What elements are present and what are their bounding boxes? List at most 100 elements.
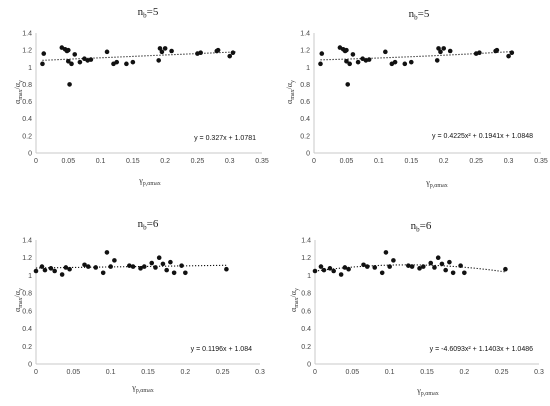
data-point — [366, 57, 372, 62]
y-tick-label: 1 — [28, 65, 32, 72]
data-point — [156, 58, 161, 63]
y-tick-label: 1 — [307, 273, 311, 280]
trendline — [42, 51, 237, 61]
data-point — [72, 52, 78, 57]
data-point — [42, 267, 48, 273]
x-axis-label: γp,αmax — [425, 178, 448, 189]
data-point — [503, 266, 508, 272]
x-tick-label: 0.3 — [504, 158, 514, 165]
data-point — [85, 264, 91, 269]
data-point — [41, 51, 47, 56]
data-point — [168, 259, 173, 265]
x-tick-label: 0 — [34, 158, 38, 165]
data-point — [318, 264, 324, 269]
data-point — [347, 61, 352, 67]
x-tick-label: 0.25 — [495, 369, 509, 376]
data-point — [450, 270, 456, 276]
x-tick-label: 0.2 — [439, 158, 449, 165]
y-tick-label: 0 — [307, 362, 311, 369]
x-tick-label: 0.1 — [374, 158, 384, 165]
data-point — [104, 49, 110, 55]
data-point — [215, 47, 221, 53]
y-tick-label: 0.8 — [301, 291, 311, 298]
panel-title: nb=6 — [411, 220, 432, 234]
y-tick-label: 0.6 — [22, 308, 32, 315]
data-point — [345, 82, 351, 87]
y-tick-label: 1 — [28, 273, 32, 280]
y-tick-label: 0.2 — [301, 344, 311, 351]
data-point — [443, 267, 448, 273]
x-tick-label: 0.2 — [459, 369, 469, 376]
data-point — [40, 61, 45, 67]
data-point — [48, 266, 54, 271]
data-point — [157, 46, 163, 51]
data-point — [477, 50, 482, 56]
y-tick-label: 1.2 — [300, 48, 310, 55]
data-point — [372, 265, 378, 270]
data-point — [65, 47, 71, 53]
x-tick-label: 0.05 — [67, 369, 81, 376]
trendline-equation: y = 0.1196x + 1.084 — [191, 346, 252, 353]
data-point — [432, 265, 437, 270]
data-point — [224, 266, 229, 272]
data-point — [436, 46, 441, 51]
x-tick-label: 0.1 — [385, 369, 395, 376]
y-tick-label: 0 — [28, 362, 32, 369]
panel-title: nb=5 — [138, 6, 159, 20]
data-point — [361, 262, 366, 268]
data-point — [141, 264, 147, 269]
data-point — [198, 50, 203, 56]
data-point — [112, 258, 117, 263]
y-axis-label: αmax/αy — [285, 80, 296, 104]
data-point — [67, 266, 72, 272]
data-point — [227, 53, 233, 59]
y-tick-label: 0.4 — [22, 326, 32, 333]
data-point — [379, 270, 385, 276]
data-point — [406, 263, 411, 268]
data-point — [438, 49, 443, 55]
data-point — [327, 266, 333, 271]
data-point — [462, 270, 467, 276]
y-tick-label: 0 — [306, 151, 310, 158]
trendline — [314, 264, 506, 273]
data-point — [179, 263, 184, 268]
x-tick-label: 0.25 — [191, 158, 205, 165]
trendline-equation: y = 0.4225x² + 0.1941x + 1.0848 — [432, 133, 533, 140]
y-tick-label: 0.4 — [22, 116, 32, 123]
trendline-equation: y = 0.327x + 1.0781 — [194, 135, 256, 142]
data-point — [428, 260, 434, 266]
y-tick-label: 0.6 — [22, 99, 32, 106]
data-point — [153, 265, 158, 270]
data-point — [114, 59, 120, 65]
x-tick-label: 0 — [312, 158, 316, 165]
x-tick-label: 0.25 — [469, 158, 483, 165]
data-point — [355, 59, 361, 65]
data-point — [350, 52, 356, 57]
data-point — [402, 61, 408, 67]
y-axis-label: αmax/αy — [13, 288, 24, 312]
data-point — [494, 47, 500, 53]
data-point — [138, 266, 143, 271]
data-point — [318, 61, 323, 67]
x-tick-label: 0.05 — [346, 369, 360, 376]
y-tick-label: 0.8 — [300, 82, 310, 89]
data-point — [392, 59, 398, 65]
data-point — [409, 264, 415, 269]
data-point — [88, 57, 94, 62]
y-tick-label: 1.2 — [301, 255, 311, 262]
data-point — [82, 262, 87, 268]
data-point — [319, 51, 325, 56]
data-point — [391, 258, 396, 263]
panel-title: nb=6 — [138, 218, 159, 232]
data-point — [346, 266, 351, 272]
data-point — [149, 260, 155, 266]
y-tick-label: 1.4 — [22, 31, 32, 38]
y-axis-label: αmax/αy — [13, 80, 24, 104]
trendline-equation: y = -4.6093x² + 1.1403x + 1.0486 — [430, 346, 533, 353]
x-tick-label: 0.3 — [255, 369, 265, 376]
data-point — [383, 49, 388, 55]
x-tick-label: 0.15 — [141, 369, 155, 376]
y-tick-label: 1.4 — [22, 238, 32, 245]
y-tick-label: 1.4 — [301, 238, 311, 245]
y-tick-label: 1 — [306, 65, 310, 72]
